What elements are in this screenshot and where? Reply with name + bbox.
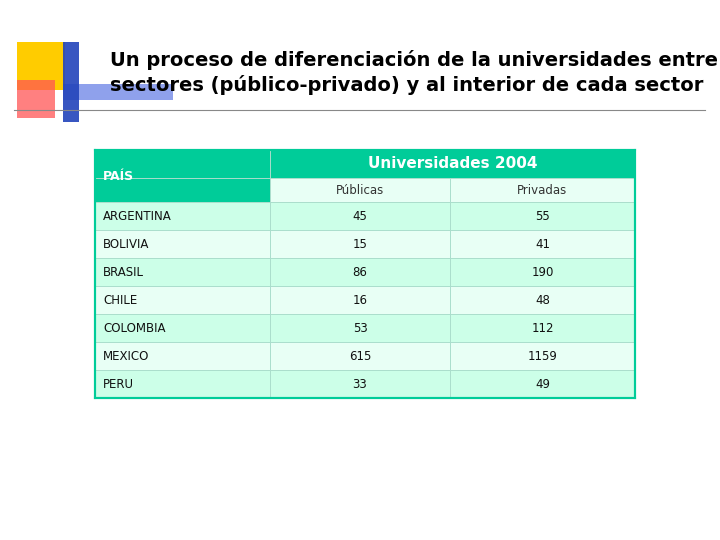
Text: Privadas: Privadas [518, 184, 567, 197]
Bar [95, 314, 635, 342]
Bar [63, 42, 79, 122]
Text: 49: 49 [535, 377, 550, 390]
Bar [95, 342, 635, 370]
Bar [17, 42, 65, 90]
Text: CHILE: CHILE [103, 294, 138, 307]
Bar [95, 230, 635, 258]
Text: Públicas: Públicas [336, 184, 384, 197]
Text: 55: 55 [535, 210, 550, 222]
Bar [63, 84, 173, 100]
Bar [95, 258, 635, 286]
Text: 41: 41 [535, 238, 550, 251]
Text: 45: 45 [353, 210, 367, 222]
Text: sectores (público-privado) y al interior de cada sector: sectores (público-privado) y al interior… [110, 75, 703, 95]
Text: MEXICO: MEXICO [103, 349, 149, 362]
Bar [270, 150, 635, 178]
Text: Un proceso de diferenciación de la universidades entre: Un proceso de diferenciación de la unive… [110, 50, 718, 70]
Bar [95, 150, 270, 202]
Text: 33: 33 [353, 377, 367, 390]
Text: PERU: PERU [103, 377, 134, 390]
Text: 86: 86 [353, 266, 367, 279]
Text: BRASIL: BRASIL [103, 266, 144, 279]
Bar [95, 150, 635, 398]
Bar [95, 370, 635, 398]
Text: ARGENTINA: ARGENTINA [103, 210, 172, 222]
Text: 15: 15 [353, 238, 367, 251]
Text: 53: 53 [353, 321, 367, 334]
Text: 48: 48 [535, 294, 550, 307]
Bar [95, 202, 635, 230]
Text: 615: 615 [348, 349, 372, 362]
Bar [17, 80, 55, 118]
Text: 112: 112 [531, 321, 554, 334]
Text: 190: 190 [531, 266, 554, 279]
Bar [270, 178, 635, 202]
Text: 1159: 1159 [528, 349, 557, 362]
Bar [95, 286, 635, 314]
Text: 16: 16 [353, 294, 367, 307]
Text: COLOMBIA: COLOMBIA [103, 321, 166, 334]
Text: PAÍS: PAÍS [103, 170, 134, 183]
Text: BOLIVIA: BOLIVIA [103, 238, 149, 251]
Text: Universidades 2004: Universidades 2004 [368, 157, 537, 172]
